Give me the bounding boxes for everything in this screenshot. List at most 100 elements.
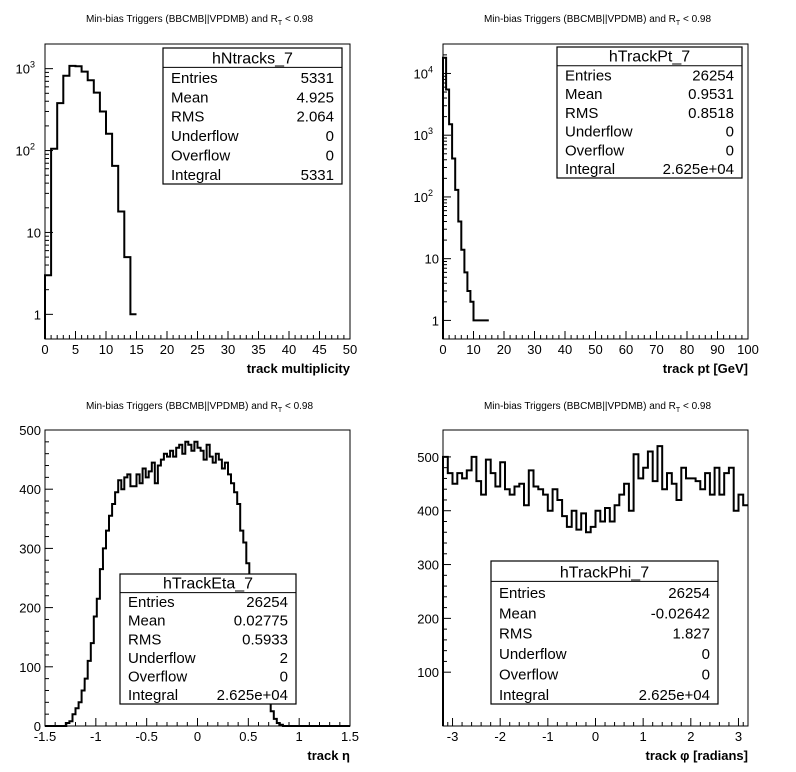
stats-row-label: Integral bbox=[565, 161, 615, 178]
stats-row-value: 0.5933 bbox=[242, 631, 288, 648]
stats-row-label: Underflow bbox=[565, 124, 633, 141]
y-tick-label: 100 bbox=[417, 665, 439, 680]
stats-row-label: Integral bbox=[171, 167, 221, 184]
y-tick-label: 200 bbox=[19, 601, 41, 616]
x-tick-label: 80 bbox=[680, 342, 694, 357]
stats-box-frame bbox=[490, 560, 719, 705]
stats-row-label: Overflow bbox=[128, 668, 187, 685]
stats-row-label: Integral bbox=[499, 687, 549, 704]
x-axis-label: track η bbox=[307, 748, 350, 763]
x-tick-label: 45 bbox=[312, 342, 326, 357]
panel-title: Min-bias Triggers (BBCMB||VPDMB) and RT … bbox=[86, 401, 314, 414]
stats-row-value: 0 bbox=[726, 142, 734, 159]
stats-row-value: 2.625e+04 bbox=[663, 161, 734, 178]
x-tick-label: 0 bbox=[41, 342, 48, 357]
y-tick-label: 1 bbox=[34, 307, 41, 322]
y-tick-label: 102 bbox=[16, 142, 35, 159]
y-tick-label: 100 bbox=[19, 660, 41, 675]
stats-row-label: Overflow bbox=[499, 667, 558, 684]
stats-row-label: Underflow bbox=[128, 650, 196, 667]
stats-row-value: 0 bbox=[702, 667, 710, 684]
histogram-series bbox=[442, 56, 489, 339]
y-tick-label: 104 bbox=[414, 64, 433, 81]
stats-row-value: 0 bbox=[326, 128, 334, 145]
stats-row-label: Mean bbox=[171, 89, 209, 106]
stats-row-label: Overflow bbox=[171, 148, 230, 165]
x-axis-label: track multiplicity bbox=[247, 361, 351, 376]
x-tick-label: 40 bbox=[282, 342, 296, 357]
stats-box-frame bbox=[556, 46, 743, 179]
x-tick-label: 20 bbox=[497, 342, 511, 357]
stats-row-label: Mean bbox=[499, 605, 537, 622]
panel-title: Min-bias Triggers (BBCMB||VPDMB) and RT … bbox=[484, 14, 712, 27]
x-tick-label: 15 bbox=[129, 342, 143, 357]
stats-row-value: 0.02775 bbox=[234, 613, 288, 630]
x-tick-label: 30 bbox=[527, 342, 541, 357]
x-tick-label: 2 bbox=[687, 729, 694, 744]
stats-row-value: 2.625e+04 bbox=[639, 687, 710, 704]
stats-row-label: Overflow bbox=[565, 142, 624, 159]
x-tick-label: 40 bbox=[558, 342, 572, 357]
y-tick-label: 400 bbox=[417, 504, 439, 519]
stats-row-value: 0 bbox=[702, 646, 710, 663]
y-tick-label: 500 bbox=[19, 423, 41, 438]
x-tick-label: -0.5 bbox=[135, 729, 157, 744]
y-tick-label: 300 bbox=[417, 558, 439, 573]
x-tick-label: -2 bbox=[494, 729, 506, 744]
y-tick-label: 10 bbox=[27, 225, 41, 240]
y-tick-label: 1 bbox=[432, 313, 439, 328]
stats-row-value: 1.827 bbox=[672, 626, 710, 643]
stats-row-value: 2.064 bbox=[296, 109, 334, 126]
y-tick-label: 102 bbox=[414, 188, 433, 205]
stats-box: hNtracks_7 Entries 5331 Mean 4.925 RMS 2.064 Un… bbox=[162, 47, 343, 185]
stats-row-label: RMS bbox=[128, 631, 161, 648]
x-tick-label: 10 bbox=[99, 342, 113, 357]
x-tick-label: 0.5 bbox=[239, 729, 257, 744]
x-tick-label: 5 bbox=[72, 342, 79, 357]
stats-row-label: Integral bbox=[128, 687, 178, 704]
y-tick-label: 0 bbox=[34, 719, 41, 734]
stats-row-label: Entries bbox=[171, 70, 218, 87]
x-tick-label: 1 bbox=[296, 729, 303, 744]
stats-row-value: 5331 bbox=[301, 167, 334, 184]
stats-box-frame bbox=[162, 47, 343, 185]
stats-row-value: 2.625e+04 bbox=[217, 687, 288, 704]
histogram-panel-3: Min-bias Triggers (BBCMB||VPDMB) and RT … bbox=[19, 401, 359, 763]
stats-row-label: Underflow bbox=[499, 646, 567, 663]
y-tick-label: 400 bbox=[19, 482, 41, 497]
x-tick-label: 50 bbox=[343, 342, 357, 357]
x-tick-label: -1.5 bbox=[34, 729, 56, 744]
stats-row-label: Entries bbox=[565, 67, 612, 84]
x-tick-label: 1.5 bbox=[341, 729, 359, 744]
stats-box-title: hTrackPhi_7 bbox=[560, 564, 649, 581]
x-tick-label: 25 bbox=[190, 342, 204, 357]
y-tick-label: 300 bbox=[19, 541, 41, 556]
stats-row-value: 0 bbox=[726, 124, 734, 141]
histogram-series bbox=[442, 445, 748, 726]
x-tick-label: -3 bbox=[447, 729, 459, 744]
x-tick-label: 0 bbox=[592, 729, 599, 744]
stats-row-value: 0 bbox=[326, 148, 334, 165]
x-tick-label: -1 bbox=[542, 729, 554, 744]
panel-title: Min-bias Triggers (BBCMB||VPDMB) and RT … bbox=[484, 401, 712, 414]
histogram-panel-1: Min-bias Triggers (BBCMB||VPDMB) and RT … bbox=[16, 14, 358, 376]
x-tick-label: 35 bbox=[251, 342, 265, 357]
stats-row-value: 26254 bbox=[668, 585, 710, 602]
histogram-panel-2: Min-bias Triggers (BBCMB||VPDMB) and RT … bbox=[414, 14, 759, 376]
stats-box-frame bbox=[119, 573, 297, 705]
stats-row-label: RMS bbox=[565, 105, 598, 122]
histogram-series bbox=[44, 64, 137, 339]
x-axis-label: track pt [GeV] bbox=[663, 361, 748, 376]
x-tick-label: 3 bbox=[735, 729, 742, 744]
x-tick-label: 50 bbox=[588, 342, 602, 357]
x-tick-label: 70 bbox=[649, 342, 663, 357]
x-tick-label: 90 bbox=[710, 342, 724, 357]
stats-box-title: hTrackPt_7 bbox=[609, 49, 690, 66]
y-tick-label: 10 bbox=[425, 252, 439, 267]
stats-row-label: RMS bbox=[171, 109, 204, 126]
stats-row-value: 4.925 bbox=[296, 89, 334, 106]
stats-row-label: Entries bbox=[128, 594, 175, 611]
